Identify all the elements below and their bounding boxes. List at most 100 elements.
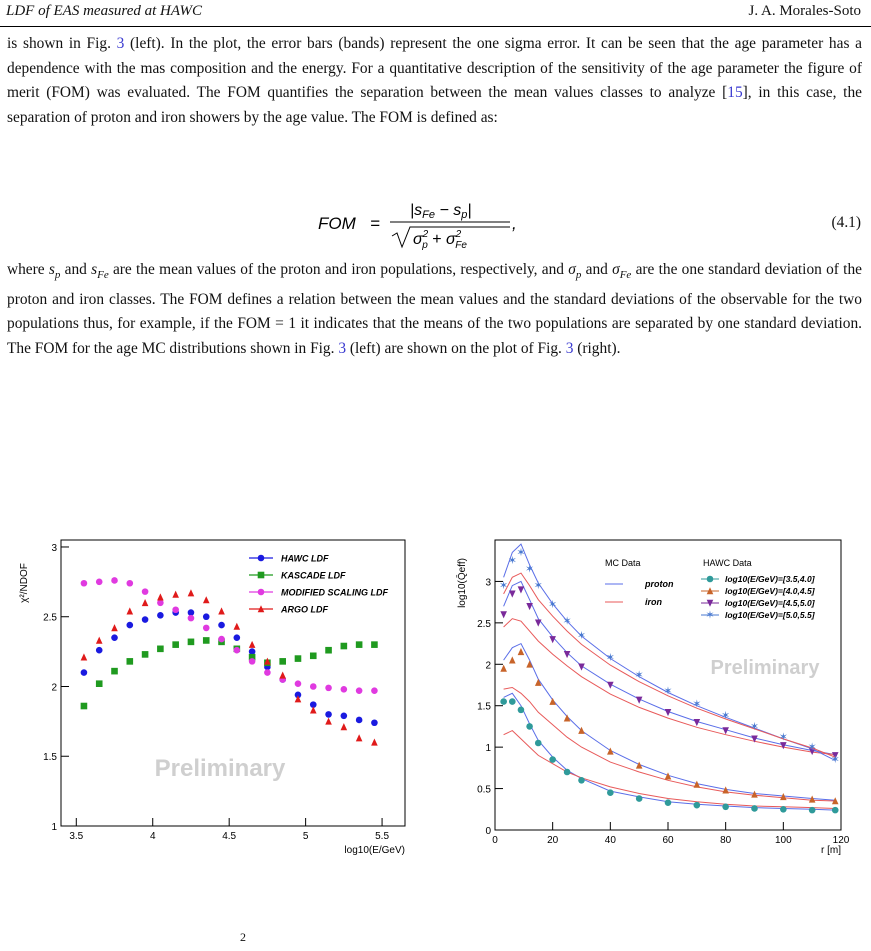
- text-run: are the one standard deviation of the pr…: [7, 261, 862, 357]
- legend-label: log10(E/GeV)=[5.0,5.5]: [725, 610, 816, 620]
- data-point: [751, 735, 758, 743]
- y-tick-label: 2.5: [43, 613, 57, 624]
- data-point: [157, 612, 164, 619]
- data-point: [95, 636, 103, 644]
- charge-ldf-chart: 0 0.5 1 1.5 2 2.5 3 0 20 40 60 80 100 120 log10(Q̄eff)…: [455, 539, 850, 856]
- data-point: [325, 684, 332, 692]
- data-point: [126, 607, 134, 615]
- text-run: is shown in Fig.: [7, 35, 117, 52]
- data-point: [309, 701, 317, 708]
- data-point: ✶: [516, 547, 525, 559]
- data-point: ✶: [831, 754, 840, 766]
- data-point: [371, 719, 378, 727]
- text-run: (left). In the plot, the error bars (ban…: [7, 35, 862, 101]
- symbols-inline: where sp and sFe: [7, 261, 109, 282]
- data-point: [693, 801, 701, 809]
- data-point: [202, 596, 210, 604]
- figure-link[interactable]: 3: [116, 35, 125, 52]
- series-group: [500, 692, 839, 814]
- data-point: [309, 706, 317, 714]
- data-point: [218, 607, 225, 615]
- data-point: [831, 797, 839, 805]
- data-point: [517, 648, 525, 656]
- y-tick-label: 2: [51, 682, 57, 693]
- data-point: [325, 717, 332, 725]
- figure-link[interactable]: 3: [565, 339, 574, 357]
- svg-text:|sFe − sp|: |sFe − sp|: [410, 202, 472, 221]
- data-point: [664, 709, 672, 717]
- watermark: Preliminary: [711, 657, 821, 679]
- data-point: [722, 786, 729, 794]
- data-point: [517, 706, 525, 714]
- symbols-inline: σp and σFe: [568, 261, 632, 282]
- legend-label: log10(E/GeV)=[4.5,5.0]: [725, 598, 816, 608]
- data-point: [157, 599, 164, 607]
- equation-4-1: FOM = |sFe − sp| σ2 p + σ2 Fe , (4.1): [0, 200, 871, 250]
- data-point: [808, 795, 816, 803]
- data-point: [126, 658, 134, 665]
- data-point: [202, 637, 210, 644]
- data-point: [808, 806, 816, 814]
- legend-label: HAWC LDF: [281, 554, 329, 564]
- data-point: [111, 577, 118, 584]
- data-point: [80, 579, 88, 587]
- legend-label: MODIFIED SCALING LDF: [281, 588, 388, 598]
- series-group: ✶✶✶✶✶✶✶✶✶✶✶✶✶✶✶✶✶: [499, 543, 840, 766]
- data-point: [534, 739, 542, 747]
- x-tick-label: 120: [833, 835, 850, 846]
- data-point: ✶: [750, 721, 759, 733]
- data-point: [371, 738, 378, 746]
- caption-fragment: 2: [240, 930, 246, 944]
- data-point: [325, 711, 332, 718]
- data-point: [500, 664, 507, 672]
- svg-text:,: ,: [512, 214, 517, 233]
- x-axis-label: log10(E/GeV): [344, 845, 405, 856]
- data-point: [500, 698, 507, 705]
- legend-marker: ✶: [705, 610, 714, 622]
- data-point: [187, 609, 195, 616]
- data-point: [549, 756, 556, 763]
- y-tick-label: 1: [485, 743, 491, 754]
- data-point: [664, 772, 672, 780]
- data-point: [500, 611, 507, 619]
- data-point: [355, 641, 363, 648]
- iron-mc-line: [503, 572, 836, 758]
- data-point: ✶: [635, 670, 644, 682]
- data-point: [264, 657, 271, 665]
- data-point: [309, 652, 317, 660]
- data-point: [371, 687, 378, 694]
- x-tick-label: 100: [775, 835, 792, 846]
- data-point: [294, 655, 302, 662]
- x-tick-label: 60: [662, 835, 674, 846]
- data-point: [80, 669, 88, 676]
- data-point: [172, 641, 179, 648]
- figure-link[interactable]: 3: [338, 339, 347, 357]
- proton-mc-line: [503, 543, 836, 761]
- data-point: [141, 588, 149, 595]
- data-point: ✶: [525, 564, 534, 576]
- data-point: [371, 641, 378, 648]
- data-point: [635, 761, 643, 769]
- citation-link[interactable]: 15: [727, 84, 743, 101]
- data-point: [751, 805, 758, 812]
- data-point: [578, 776, 585, 784]
- data-point: ✶: [663, 685, 672, 697]
- y-tick-label: 1: [51, 822, 57, 833]
- series-group: [500, 580, 839, 760]
- data-point: ✶: [577, 630, 586, 642]
- data-point: [111, 624, 118, 632]
- data-point: ✶: [692, 699, 701, 711]
- data-point: [141, 616, 149, 623]
- data-point: [233, 646, 241, 654]
- y-axis-label: log10(Q̄eff): [455, 558, 468, 608]
- plot-frame: [60, 539, 406, 827]
- x-tick-label: 3.5: [69, 831, 83, 842]
- series-argo-ldf: [80, 589, 378, 746]
- data-point: [279, 658, 286, 665]
- data-point: ✶: [721, 710, 730, 722]
- data-point: [780, 805, 787, 813]
- y-tick-label: 0: [485, 826, 491, 837]
- data-point: [831, 806, 839, 814]
- legend-label: log10(E/GeV)=[4.0,4.5]: [725, 586, 816, 596]
- data-point: ✶: [534, 580, 543, 592]
